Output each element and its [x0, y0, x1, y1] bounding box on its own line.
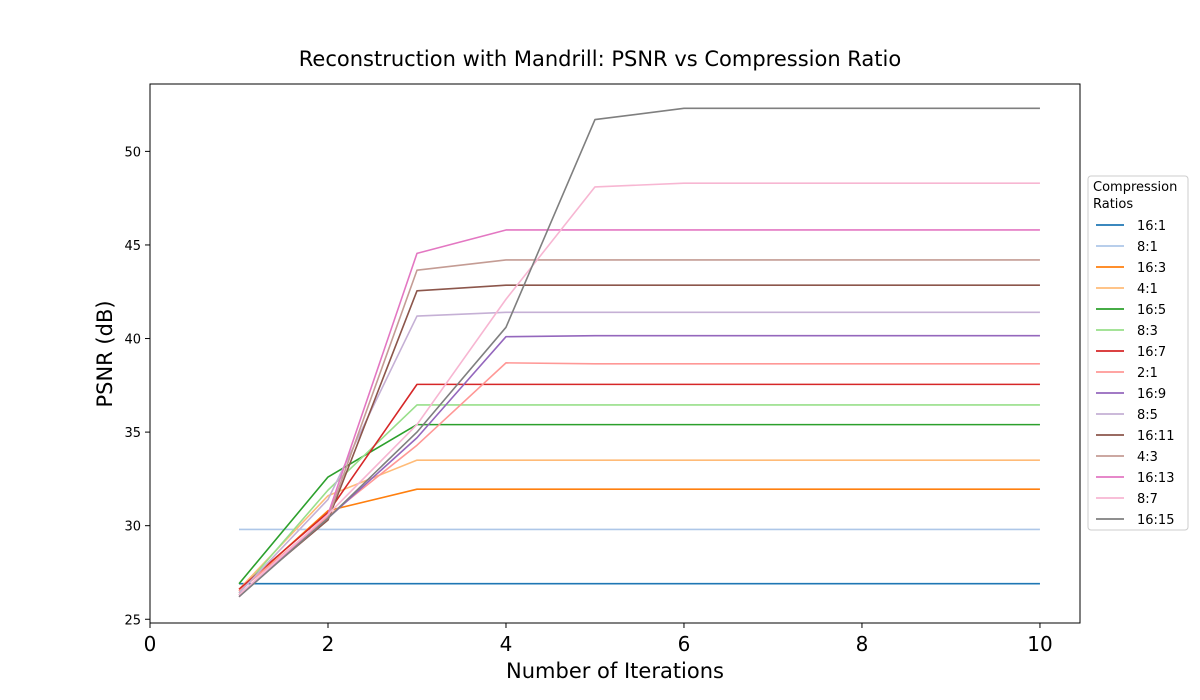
- x-tick-label: 8: [856, 632, 869, 656]
- legend-entry-label: 16:11: [1137, 429, 1174, 444]
- series-line-16-13: [238, 229, 1040, 598]
- legend-entry-label: 16:1: [1137, 219, 1166, 234]
- series-line-4-3: [238, 259, 1040, 596]
- series-line-16-7: [238, 383, 1040, 590]
- y-tick-label: 45: [124, 239, 141, 254]
- series-line-16-15: [238, 107, 1040, 598]
- y-tick-label: 40: [124, 333, 141, 348]
- legend-entry-label: 16:7: [1137, 345, 1166, 360]
- legend-entry-label: 8:5: [1137, 408, 1158, 423]
- legend-title: Compression: [1093, 180, 1177, 195]
- x-tick-label: 2: [322, 632, 335, 656]
- legend-entry-label: 4:3: [1137, 450, 1158, 465]
- chart-title: Reconstruction with Mandrill: PSNR vs Co…: [299, 47, 901, 71]
- legend-entry-label: 16:5: [1137, 303, 1166, 318]
- series-line-16-3: [238, 488, 1040, 592]
- series-line-8-5: [238, 311, 1040, 594]
- series-line-8-7: [238, 182, 1040, 596]
- y-axis-label: PSNR (dB): [93, 300, 117, 407]
- x-tick-label: 4: [500, 632, 513, 656]
- y-tick-label: 30: [124, 520, 141, 535]
- legend-entry-label: 8:3: [1137, 324, 1158, 339]
- plot-lines: [238, 107, 1040, 598]
- legend-title: Ratios: [1093, 197, 1133, 212]
- series-line-2-1: [238, 362, 1040, 592]
- y-tick-label: 35: [124, 426, 141, 441]
- series-line-16-5: [238, 423, 1040, 585]
- y-axis: 25 30 35 40 45 50: [124, 145, 150, 628]
- legend-entry-label: 16:15: [1137, 513, 1174, 528]
- legend-entry-label: 4:1: [1137, 282, 1158, 297]
- legend-entry-label: 16:3: [1137, 261, 1166, 276]
- x-axis-label: Number of Iterations: [506, 659, 724, 683]
- series-line-16-9: [238, 334, 1040, 596]
- x-axis: 0 2 4 6 8 10: [144, 623, 1053, 656]
- x-tick-label: 0: [144, 632, 157, 656]
- x-tick-label: 6: [678, 632, 691, 656]
- legend-entry-label: 16:9: [1137, 387, 1166, 402]
- y-tick-label: 25: [124, 613, 141, 628]
- series-line-16-11: [238, 284, 1040, 596]
- legend-entry-label: 8:7: [1137, 492, 1158, 507]
- y-tick-label: 50: [124, 145, 141, 160]
- legend-box: [1087, 175, 1189, 531]
- legend-entry-label: 8:1: [1137, 240, 1158, 255]
- legend: Compression Ratios 16:1 8:1 16:3 4:1 16:5 8:3 1…: [1087, 175, 1189, 531]
- legend-entry-label: 16:13: [1137, 471, 1174, 486]
- legend-entry-label: 2:1: [1137, 366, 1158, 381]
- x-tick-label: 10: [1027, 632, 1052, 656]
- plot-frame: [149, 83, 1081, 624]
